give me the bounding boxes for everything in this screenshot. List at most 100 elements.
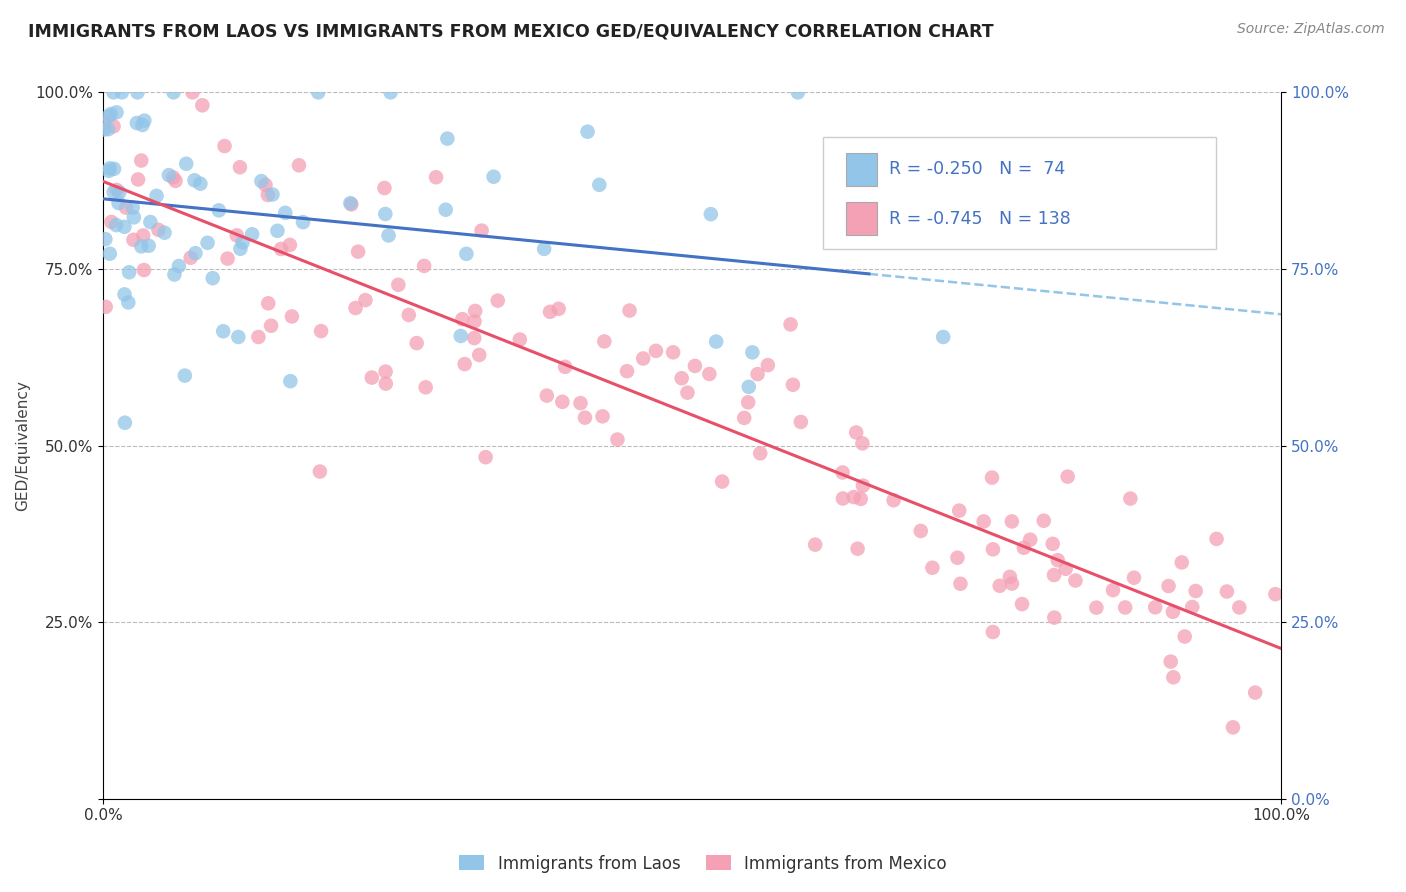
Immigrants from Mexico — [1102, 583, 1125, 598]
Immigrants from Mexico — [1123, 571, 1146, 585]
Immigrants from Laos — [103, 86, 125, 100]
Immigrants from Laos — [107, 196, 129, 211]
Immigrants from Mexico — [127, 172, 149, 186]
Text: IMMIGRANTS FROM LAOS VS IMMIGRANTS FROM MEXICO GED/EQUIVALENCY CORRELATION CHART: IMMIGRANTS FROM LAOS VS IMMIGRANTS FROM … — [28, 22, 994, 40]
Immigrants from Mexico — [474, 450, 496, 465]
Immigrants from Mexico — [921, 560, 943, 574]
Immigrants from Laos — [250, 174, 273, 188]
Immigrants from Laos — [117, 295, 139, 310]
Immigrants from Mexico — [946, 550, 969, 565]
Immigrants from Laos — [97, 109, 120, 123]
Immigrants from Mexico — [949, 576, 972, 591]
Immigrants from Mexico — [398, 308, 420, 322]
Immigrants from Mexico — [181, 86, 204, 100]
Immigrants from Laos — [228, 330, 250, 344]
Immigrants from Mexico — [260, 318, 283, 333]
Immigrants from Mexico — [413, 259, 436, 273]
Immigrants from Mexico — [1119, 491, 1142, 506]
Immigrants from Mexico — [229, 160, 252, 174]
Immigrants from Laos — [163, 268, 186, 282]
Immigrants from Laos — [307, 86, 329, 100]
Immigrants from Mexico — [94, 300, 117, 314]
Immigrants from Mexico — [509, 333, 531, 347]
Immigrants from Mexico — [910, 524, 932, 538]
Immigrants from Mexico — [779, 318, 801, 332]
Immigrants from Laos — [121, 201, 143, 215]
Immigrants from Mexico — [405, 336, 427, 351]
Text: Source: ZipAtlas.com: Source: ZipAtlas.com — [1237, 22, 1385, 37]
Immigrants from Mexico — [148, 223, 170, 237]
Immigrants from Laos — [131, 118, 153, 132]
Immigrants from Mexico — [671, 371, 693, 385]
Immigrants from Laos — [292, 215, 315, 229]
Immigrants from Mexico — [1046, 553, 1069, 567]
Immigrants from Laos — [138, 239, 160, 253]
Immigrants from Mexico — [122, 233, 145, 247]
Immigrants from Laos — [131, 239, 153, 253]
Immigrants from Mexico — [132, 263, 155, 277]
Immigrants from Mexico — [281, 310, 304, 324]
Immigrants from Mexico — [883, 493, 905, 508]
Immigrants from Laos — [456, 247, 478, 261]
Immigrants from Laos — [274, 206, 297, 220]
Immigrants from Mexico — [1056, 469, 1078, 483]
Immigrants from Mexico — [846, 541, 869, 556]
Immigrants from Mexico — [569, 396, 592, 410]
Immigrants from Mexico — [1161, 605, 1184, 619]
Immigrants from Laos — [114, 287, 136, 301]
Immigrants from Laos — [208, 203, 231, 218]
Immigrants from Mexico — [180, 251, 202, 265]
Immigrants from Mexico — [851, 436, 873, 450]
Immigrants from Mexico — [749, 446, 772, 460]
Y-axis label: GED/Equivalency: GED/Equivalency — [15, 380, 30, 511]
Immigrants from Mexico — [278, 238, 301, 252]
Immigrants from Mexico — [1001, 515, 1024, 529]
Immigrants from Mexico — [257, 296, 280, 310]
Immigrants from Laos — [738, 380, 761, 394]
Immigrants from Mexico — [471, 224, 494, 238]
Immigrants from Laos — [173, 368, 195, 383]
Immigrants from Mexico — [831, 466, 853, 480]
Immigrants from Mexico — [1181, 599, 1204, 614]
Immigrants from Laos — [212, 324, 235, 338]
Immigrants from Mexico — [699, 367, 721, 381]
Immigrants from Mexico — [616, 364, 638, 378]
Immigrants from Mexico — [849, 491, 872, 506]
Immigrants from Laos — [240, 227, 263, 242]
Immigrants from Laos — [482, 169, 505, 184]
Immigrants from Laos — [145, 189, 167, 203]
Immigrants from Mexico — [988, 579, 1011, 593]
Text: R = -0.745   N = 138: R = -0.745 N = 138 — [889, 210, 1070, 227]
Immigrants from Mexico — [288, 158, 311, 172]
Immigrants from Laos — [93, 122, 115, 136]
Immigrants from Mexico — [606, 433, 628, 447]
Immigrants from Mexico — [1019, 533, 1042, 547]
Immigrants from Laos — [105, 105, 128, 120]
Immigrants from Laos — [188, 177, 211, 191]
Immigrants from Mexico — [374, 365, 396, 379]
Immigrants from Mexico — [425, 170, 447, 185]
Immigrants from Laos — [97, 164, 120, 178]
Immigrants from Laos — [114, 219, 136, 234]
Immigrants from Mexico — [790, 415, 813, 429]
Immigrants from Mexico — [309, 324, 332, 338]
Immigrants from Laos — [786, 86, 808, 100]
Immigrants from Mexico — [662, 345, 685, 359]
Immigrants from Mexico — [1054, 562, 1077, 576]
Immigrants from Mexico — [191, 98, 214, 112]
Immigrants from Laos — [167, 259, 190, 273]
Immigrants from Mexico — [948, 503, 970, 517]
Immigrants from Mexico — [1064, 574, 1087, 588]
Immigrants from Mexico — [683, 359, 706, 373]
Immigrants from Mexico — [100, 215, 122, 229]
Immigrants from Mexico — [981, 470, 1004, 484]
Immigrants from Mexico — [981, 625, 1004, 640]
Immigrants from Laos — [118, 265, 141, 279]
Immigrants from Mexico — [981, 542, 1004, 557]
Immigrants from Laos — [108, 186, 131, 200]
Immigrants from Mexico — [1043, 610, 1066, 624]
Immigrants from Mexico — [162, 170, 184, 185]
Immigrants from Laos — [153, 226, 176, 240]
Immigrants from Mexico — [1042, 537, 1064, 551]
Immigrants from Mexico — [551, 394, 574, 409]
